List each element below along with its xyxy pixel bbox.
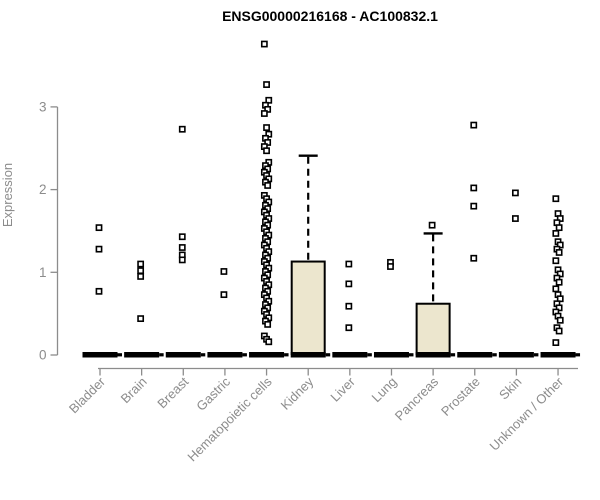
zero-bar-nub xyxy=(575,353,581,357)
zero-bar-nub xyxy=(367,353,372,357)
outlier-point xyxy=(263,124,270,131)
outlier-point xyxy=(263,81,270,88)
outlier-point xyxy=(345,324,353,332)
outlier-point xyxy=(220,291,228,299)
y-tick-label: 2 xyxy=(39,182,47,197)
x-tick-label: Liver xyxy=(327,374,358,405)
zero-bar xyxy=(457,352,493,358)
zero-bar xyxy=(249,352,285,358)
outlier-point xyxy=(387,263,394,270)
outlier-point xyxy=(552,339,560,346)
outlier-point xyxy=(95,224,103,232)
outlier-point xyxy=(552,285,560,293)
outlier-point xyxy=(264,182,272,189)
zero-bar-nub xyxy=(159,353,164,357)
x-tick-label: Kidney xyxy=(278,374,317,413)
box xyxy=(290,260,326,356)
outlier-point xyxy=(552,195,560,203)
outlier-point xyxy=(178,256,186,264)
outlier-point xyxy=(263,147,270,155)
chart-title: ENSG00000216168 - AC100832.1 xyxy=(222,8,438,24)
outlier-point xyxy=(555,224,563,232)
zero-bar-nub xyxy=(325,353,331,357)
outlier-point xyxy=(470,184,478,192)
zero-bar xyxy=(415,352,451,358)
outlier-point xyxy=(260,110,268,117)
outlier-point xyxy=(345,302,353,310)
outlier-point xyxy=(345,280,353,288)
zero-bar-nub xyxy=(242,353,247,357)
zero-bar xyxy=(124,352,160,358)
zero-bar-nub xyxy=(200,353,206,357)
outlier-point xyxy=(95,245,103,253)
zero-bar-nub xyxy=(492,353,497,357)
outlier-point xyxy=(470,121,478,129)
zero-bar-nub xyxy=(450,353,456,357)
x-tick-label: Skin xyxy=(496,374,524,402)
box xyxy=(415,302,451,356)
outlier-point xyxy=(428,221,436,229)
x-tick-label: Lung xyxy=(369,374,400,405)
x-tick-label: Breast xyxy=(154,374,191,411)
outlier-point xyxy=(137,273,145,280)
outlier-point xyxy=(220,268,228,275)
zero-bar xyxy=(290,352,326,358)
y-tick-label: 0 xyxy=(39,348,47,363)
zero-bar-nub xyxy=(533,353,539,357)
zero-bar-nub xyxy=(408,353,414,357)
outlier-point xyxy=(556,316,564,324)
zero-bar-nub xyxy=(117,353,122,357)
outlier-point xyxy=(137,260,145,268)
outlier-point xyxy=(511,215,519,222)
zero-bar xyxy=(540,352,576,358)
y-tick-label: 3 xyxy=(39,99,47,114)
outlier-point xyxy=(552,230,560,237)
outlier-point xyxy=(178,125,186,133)
zero-bar xyxy=(165,352,201,358)
zero-bar xyxy=(498,352,534,358)
zero-bar xyxy=(207,352,243,358)
y-tick-label: 1 xyxy=(39,265,47,280)
x-tick-label: Bladder xyxy=(66,374,109,417)
x-tick-label: Prostate xyxy=(438,374,483,419)
outlier-point xyxy=(178,233,186,241)
outlier-point xyxy=(95,287,103,295)
x-tick-label: Unknown / Other xyxy=(487,374,567,454)
zero-bar xyxy=(373,352,409,358)
outlier-point xyxy=(345,260,353,268)
outlier-point xyxy=(555,249,563,256)
zero-bar xyxy=(332,352,368,358)
x-tick-label: Brain xyxy=(118,374,150,406)
zero-bar-nub xyxy=(284,353,289,357)
outlier-point xyxy=(555,278,563,286)
outlier-point xyxy=(470,202,478,210)
outlier-point xyxy=(470,254,478,262)
x-tick-label: Gastric xyxy=(193,374,233,414)
outlier-point xyxy=(137,267,145,275)
x-tick-label: Pancreas xyxy=(392,374,442,424)
outlier-point xyxy=(555,327,563,335)
outlier-point xyxy=(178,244,186,251)
outlier-point xyxy=(137,315,145,323)
outlier-point xyxy=(511,189,519,197)
zero-bar xyxy=(82,352,118,358)
outlier-point xyxy=(260,40,268,48)
outlier-point xyxy=(265,338,273,346)
outlier-point xyxy=(264,321,272,328)
outlier-point xyxy=(552,257,560,265)
